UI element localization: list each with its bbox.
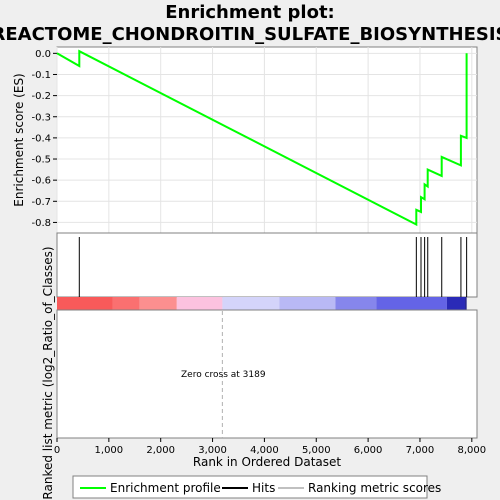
colorbar-segment: [222, 297, 280, 311]
legend-label-hits: Hits: [252, 481, 275, 495]
metric-plot-area: [56, 309, 478, 439]
hits-panel: [56, 232, 478, 298]
x-tick-label: 5,000: [302, 445, 331, 456]
chart-title-line-2: REACTOME_CHONDROITIN_SULFATE_BIOSYNTHESI…: [0, 24, 500, 45]
metric-y-axis-label: Ranked list metric (log2_Ratio_of_Classe…: [41, 246, 55, 499]
es-y-axis-label: Enrichment score (ES): [12, 73, 26, 206]
es-plot-area: [56, 46, 478, 234]
x-tick-label: 3,000: [198, 445, 227, 456]
y-tick-label: -0.3: [31, 112, 51, 123]
colorbar-segment: [139, 297, 177, 311]
x-tick-label: 4,000: [250, 445, 279, 456]
colorbar-segment: [446, 297, 466, 311]
colorbar-segment: [465, 297, 467, 311]
x-tick-label: 2,000: [146, 445, 175, 456]
y-tick-label: -0.7: [31, 197, 51, 208]
colorbar-segment: [176, 297, 223, 311]
legend-box: [72, 475, 428, 499]
legend-label-enrichment-profile: Enrichment profile: [110, 481, 221, 495]
y-tick-label: -0.2: [31, 91, 51, 102]
y-tick-label: -0.5: [31, 155, 51, 166]
hits-marks: [78, 237, 468, 297]
x-tick-label: 6,000: [354, 445, 383, 456]
y-tick-label: -0.4: [31, 133, 51, 144]
y-tick-label: 0.0: [35, 49, 51, 60]
es-gridlines: [56, 47, 477, 233]
enrichment-profile-line: [56, 49, 468, 227]
zero-cross-label: Zero cross at 3189: [181, 370, 266, 380]
x-tick-label: 0: [54, 445, 60, 456]
colorbar-segment: [112, 297, 140, 311]
y-tick-label: -0.6: [31, 176, 51, 187]
es-y-axis-ticks: 0.0 -0.1 -0.2 -0.3 -0.4 -0.5 -0.6 -0.7 -0.8: [31, 49, 57, 229]
legend: Enrichment profile Hits Ranking metric s…: [72, 475, 441, 499]
y-tick-label: -0.1: [31, 70, 51, 81]
chart-title-line-1: Enrichment plot:: [165, 2, 335, 23]
x-axis-label: Rank in Ordered Dataset: [193, 455, 341, 469]
colorbar-segment: [376, 297, 447, 311]
colorbar-segment: [279, 297, 336, 311]
x-tick-label: 7,000: [406, 445, 435, 456]
colorbar-segment: [57, 297, 113, 311]
ranking-colorbar: [57, 297, 467, 311]
x-tick-label: 8,000: [457, 445, 486, 456]
x-tick-label: 1,000: [95, 445, 124, 456]
y-tick-label: -0.8: [31, 218, 51, 229]
colorbar-segment: [335, 297, 377, 311]
x-axis-ticks: 0 1,000 2,000 3,000 4,000 5,000 6,000 7,000 8,00…: [54, 438, 486, 456]
legend-label-ranking-metric: Ranking metric scores: [308, 481, 441, 495]
